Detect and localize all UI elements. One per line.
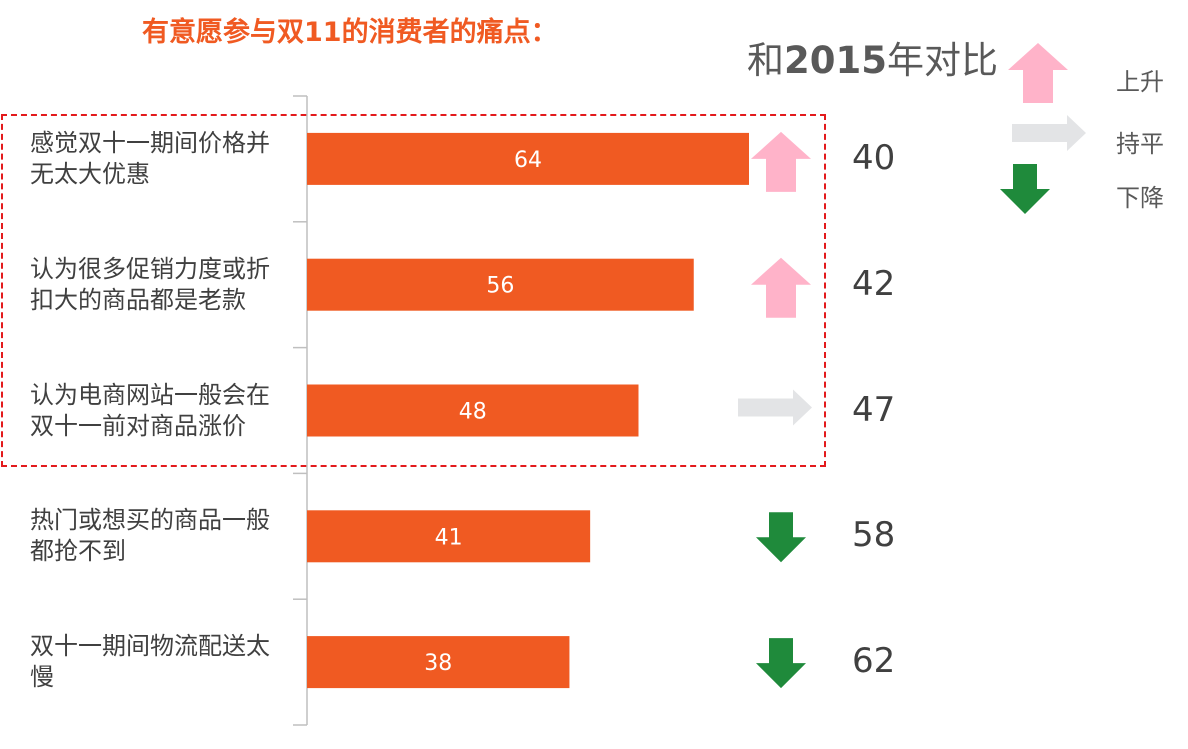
comparison-title: 和2015年对比 — [747, 39, 998, 82]
comparison-value: 40 — [852, 137, 896, 178]
bar — [307, 258, 694, 311]
category-label: 感觉双十一期间价格并无太大优惠 — [30, 128, 270, 188]
bar — [307, 510, 591, 563]
comparison-value: 42 — [852, 263, 896, 304]
trend-arrow-up-icon — [751, 131, 811, 192]
bar-value-label: 56 — [486, 274, 514, 299]
bar-value-label: 38 — [424, 651, 452, 676]
legend-down-label: 下降 — [1116, 184, 1164, 212]
category-label: 认为很多促销力度或折扣大的商品都是老款 — [30, 254, 270, 314]
trend-arrow-down-icon — [756, 512, 806, 563]
bar — [307, 384, 639, 437]
legend-arrow-right-icon — [1012, 115, 1086, 151]
comparison-value: 47 — [852, 389, 896, 430]
bar — [307, 636, 570, 689]
legend-arrow-down-icon — [1000, 164, 1050, 214]
bar — [307, 132, 749, 185]
bar-value-label: 64 — [514, 148, 542, 173]
trend-arrow-down-icon — [756, 638, 806, 689]
category-label: 热门或想买的商品一般都抢不到 — [30, 506, 270, 566]
trend-arrow-up-icon — [751, 257, 811, 318]
legend-arrow-up-icon — [1008, 43, 1068, 103]
bar-value-label: 41 — [435, 525, 463, 550]
highlight-box — [1, 114, 826, 467]
comparison-value: 62 — [852, 641, 896, 682]
legend-up-label: 上升 — [1116, 68, 1164, 96]
trend-arrow-flat-icon — [738, 389, 812, 426]
comparison-value: 58 — [852, 515, 896, 556]
bar-value-label: 48 — [459, 400, 487, 425]
category-label: 认为电商网站一般会在双十一前对商品涨价 — [30, 380, 270, 440]
chart-title: 有意愿参与双11的消费者的痛点： — [142, 17, 558, 48]
legend-flat-label: 持平 — [1116, 130, 1164, 158]
category-label: 双十一期间物流配送太慢 — [30, 632, 270, 692]
